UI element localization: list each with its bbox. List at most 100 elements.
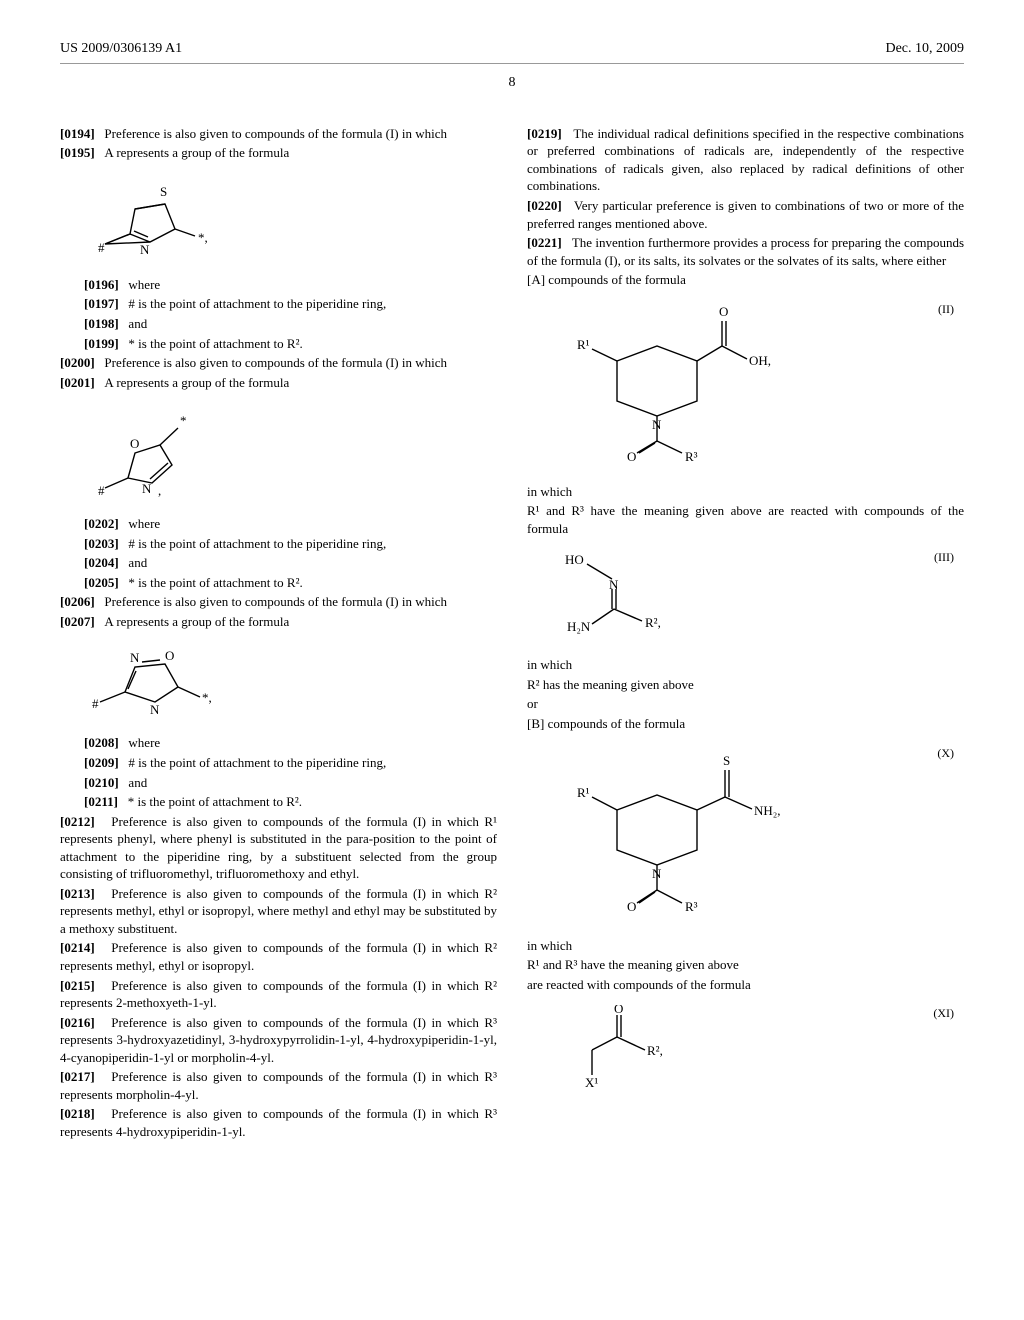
para-label: [0210] — [84, 775, 119, 790]
svg-text:N: N — [150, 702, 160, 717]
svg-text:N: N — [130, 650, 140, 665]
para-text: Preference is also given to compounds of… — [60, 940, 497, 973]
svg-text:O: O — [614, 1005, 623, 1016]
line-B: [B] compounds of the formula — [527, 715, 964, 733]
para-text: The invention furthermore provides a pro… — [527, 235, 964, 268]
para-0221: [0221] The invention furthermore provide… — [527, 234, 964, 269]
line-A: [A] compounds of the formula — [527, 271, 964, 289]
para-0213: [0213] Preference is also given to compo… — [60, 885, 497, 938]
svg-text:R³: R³ — [685, 899, 698, 914]
para-0217: [0217] Preference is also given to compo… — [60, 1068, 497, 1103]
para-label: [0203] — [84, 536, 119, 551]
para-0212: [0212] Preference is also given to compo… — [60, 813, 497, 883]
para-label: [0218] — [60, 1106, 95, 1121]
para-label: [0209] — [84, 755, 119, 770]
para-0199: [0199] * is the point of attachment to R… — [60, 335, 497, 353]
para-label: [0198] — [84, 316, 119, 331]
svg-text:NH₂,: NH₂, — [754, 803, 781, 818]
para-0209: [0209] # is the point of attachment to t… — [60, 754, 497, 772]
para-label: [0219] — [527, 126, 562, 141]
svg-text:#: # — [98, 240, 105, 255]
para-text: The individual radical definitions speci… — [527, 126, 964, 194]
para-0220: [0220] Very particular preference is giv… — [527, 197, 964, 232]
para-label: [0197] — [84, 296, 119, 311]
svg-text:R²,: R², — [647, 1043, 663, 1058]
in-which-2: in which — [527, 656, 964, 674]
two-column-layout: [0194] Preference is also given to compo… — [60, 123, 964, 1143]
right-column: [0219] The individual radical definition… — [527, 123, 964, 1143]
para-text: Preference is also given to compounds of… — [60, 886, 497, 936]
para-label: [0204] — [84, 555, 119, 570]
para-0218: [0218] Preference is also given to compo… — [60, 1105, 497, 1140]
para-label: [0207] — [60, 614, 95, 629]
svg-text:N: N — [140, 242, 150, 257]
para-text: # is the point of attachment to the pipe… — [128, 296, 386, 311]
para-0219: [0219] The individual radical definition… — [527, 125, 964, 195]
svg-text:R¹: R¹ — [577, 337, 590, 352]
para-text: Very particular preference is given to c… — [527, 198, 964, 231]
para-text: # is the point of attachment to the pipe… — [128, 755, 386, 770]
svg-text:OH,: OH, — [749, 353, 771, 368]
r1r3-meaning-2: R¹ and R³ have the meaning given above — [527, 956, 964, 974]
para-label: [0206] — [60, 594, 95, 609]
svg-text:S: S — [160, 184, 167, 199]
svg-text:O: O — [627, 899, 636, 914]
page-number: 8 — [60, 74, 964, 93]
para-label: [0215] — [60, 978, 95, 993]
para-0214: [0214] Preference is also given to compo… — [60, 939, 497, 974]
para-label: [0199] — [84, 336, 119, 351]
left-column: [0194] Preference is also given to compo… — [60, 123, 497, 1143]
chem-structure-III: (III) HO N H₂N R², — [547, 549, 964, 644]
para-0201: [0201] A represents a group of the formu… — [60, 374, 497, 392]
para-text: * is the point of attachment to R². — [128, 575, 302, 590]
svg-text:*,: *, — [202, 690, 212, 705]
para-label: [0213] — [60, 886, 95, 901]
para-label: [0220] — [527, 198, 562, 213]
svg-text:N: N — [652, 866, 662, 881]
or-line: or — [527, 695, 964, 713]
svg-text:S: S — [723, 753, 730, 768]
para-0203: [0203] # is the point of attachment to t… — [60, 535, 497, 553]
svg-text:O: O — [130, 436, 139, 451]
svg-text:R¹: R¹ — [577, 785, 590, 800]
svg-text:H₂N: H₂N — [567, 619, 591, 634]
para-text: Preference is also given to compounds of… — [60, 814, 497, 882]
para-text: where — [128, 735, 160, 750]
para-0194: [0194] Preference is also given to compo… — [60, 125, 497, 143]
para-text: A represents a group of the formula — [104, 145, 289, 160]
para-label: [0212] — [60, 814, 95, 829]
svg-text:HO: HO — [565, 552, 584, 567]
para-text: # is the point of attachment to the pipe… — [128, 536, 386, 551]
para-label: [0194] — [60, 126, 95, 141]
para-label: [0208] — [84, 735, 119, 750]
chem-structure-II: (II) R¹ — [547, 301, 964, 471]
para-label: [0200] — [60, 355, 95, 370]
para-text: Preference is also given to compounds of… — [60, 1069, 497, 1102]
para-0211: [0211] * is the point of attachment to R… — [60, 793, 497, 811]
svg-text:N: N — [652, 417, 662, 432]
para-text: Preference is also given to compounds of… — [60, 1106, 497, 1139]
para-0198: [0198] and — [60, 315, 497, 333]
formula-label-X: (X) — [937, 745, 954, 761]
reacted-2: are reacted with compounds of the formul… — [527, 976, 964, 994]
para-text: where — [128, 277, 160, 292]
para-text: Preference is also given to compounds of… — [104, 594, 447, 609]
publication-date: Dec. 10, 2009 — [885, 40, 964, 59]
para-0210: [0210] and — [60, 774, 497, 792]
para-0195: [0195] A represents a group of the formu… — [60, 144, 497, 162]
para-label: [0221] — [527, 235, 562, 250]
svg-text:,: , — [158, 483, 161, 498]
para-text: and — [128, 555, 147, 570]
para-label: [0195] — [60, 145, 95, 160]
para-text: Preference is also given to compounds of… — [104, 126, 447, 141]
in-which-3: in which — [527, 937, 964, 955]
para-text: and — [128, 316, 147, 331]
in-which-1: in which — [527, 483, 964, 501]
svg-text:O: O — [627, 449, 636, 464]
para-label: [0216] — [60, 1015, 95, 1030]
chem-structure-oxadiazole: N O N # *, — [80, 642, 497, 722]
para-text: where — [128, 516, 160, 531]
para-0200: [0200] Preference is also given to compo… — [60, 354, 497, 372]
para-label: [0205] — [84, 575, 119, 590]
formula-label-XI: (XI) — [933, 1005, 954, 1021]
